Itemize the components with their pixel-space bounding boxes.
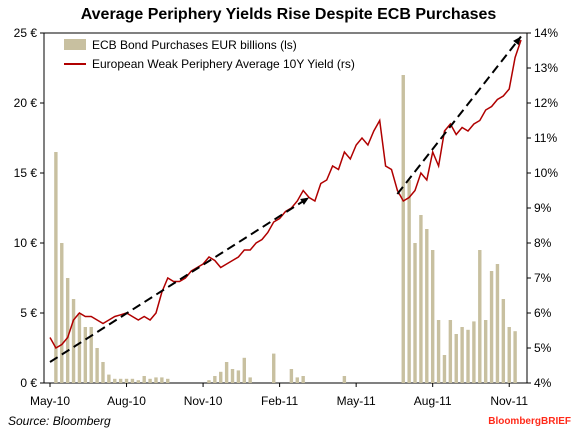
- x-tick-label: Aug-10: [107, 394, 146, 408]
- bar: [272, 353, 276, 383]
- bar: [407, 180, 411, 383]
- x-tick-label: Nov-11: [490, 394, 528, 408]
- bar: [118, 378, 123, 383]
- trend-line: [49, 196, 310, 363]
- left-tick-label: 5 €: [20, 306, 37, 320]
- bar: [248, 377, 252, 383]
- bar: [71, 299, 76, 383]
- bar: [301, 376, 305, 383]
- bar: [83, 327, 88, 383]
- bar: [148, 378, 152, 383]
- right-tick-label: 11%: [534, 131, 557, 145]
- right-tick-label: 4%: [534, 376, 552, 390]
- x-tick-label: Nov-10: [184, 394, 223, 408]
- right-tick-label: 10%: [534, 166, 558, 180]
- bar: [213, 376, 217, 383]
- right-tick-label: 6%: [534, 306, 552, 320]
- bar: [242, 357, 246, 383]
- bar: [160, 377, 164, 383]
- bar: [489, 271, 494, 383]
- bar: [65, 278, 70, 383]
- yield-line: [49, 39, 522, 350]
- bar: [224, 362, 229, 383]
- right-tick-label: 14%: [534, 26, 558, 40]
- bar: [207, 380, 211, 383]
- left-tick-label: 10 €: [14, 236, 38, 250]
- bar: [289, 369, 294, 383]
- bar: [419, 215, 423, 383]
- x-tick-label: Feb-11: [261, 394, 298, 408]
- brand-logo: BloombergBRIEF: [488, 416, 571, 427]
- legend-swatch-bars: [64, 39, 86, 50]
- bar: [107, 374, 111, 383]
- source-note: Source: Bloomberg: [8, 414, 111, 428]
- x-tick-label: May-11: [337, 394, 376, 408]
- bar: [513, 331, 517, 383]
- left-tick-label: 15 €: [14, 166, 38, 180]
- legend-label-line: European Weak Periphery Average 10Y Yiel…: [92, 57, 355, 71]
- bar: [130, 378, 135, 383]
- bar: [230, 369, 235, 383]
- bar: [154, 377, 158, 383]
- bar: [95, 348, 99, 383]
- bar: [466, 329, 470, 383]
- right-tick-label: 5%: [534, 341, 552, 355]
- trend-arrowhead: [513, 36, 521, 46]
- bar: [295, 377, 299, 383]
- bar: [436, 320, 441, 383]
- bar: [483, 320, 488, 383]
- legend-label-bars: ECB Bond Purchases EUR billions (ls): [92, 38, 297, 52]
- bar: [219, 371, 223, 383]
- left-tick-label: 0 €: [20, 376, 37, 390]
- plot-area: [43, 32, 528, 384]
- bar: [495, 264, 500, 383]
- right-tick-label: 7%: [534, 271, 552, 285]
- bar: [413, 243, 417, 383]
- bar: [166, 378, 170, 383]
- bar: [54, 152, 58, 383]
- bar: [442, 355, 447, 383]
- bar: [142, 376, 146, 383]
- bar: [454, 334, 458, 383]
- x-tick-label: May-10: [30, 394, 70, 408]
- left-tick-label: 25 €: [14, 26, 38, 40]
- bar: [460, 327, 464, 383]
- left-tick-label: 20 €: [14, 96, 38, 110]
- bar: [342, 376, 347, 383]
- trend-arrowhead: [300, 197, 310, 205]
- bar: [124, 378, 129, 383]
- bar: [472, 321, 476, 383]
- bar: [478, 250, 482, 383]
- bar: [501, 299, 506, 383]
- right-tick-label: 12%: [534, 96, 558, 110]
- bar: [507, 327, 511, 383]
- right-tick-label: 8%: [534, 236, 552, 250]
- chart-title: Average Periphery Yields Rise Despite EC…: [80, 6, 497, 23]
- bar: [60, 243, 64, 383]
- bar: [448, 320, 453, 383]
- right-tick-label: 13%: [534, 61, 558, 75]
- bar: [236, 370, 241, 383]
- bar: [430, 250, 435, 383]
- bar: [101, 362, 105, 383]
- bar: [113, 378, 117, 383]
- bar: [136, 380, 141, 383]
- right-tick-label: 9%: [534, 201, 552, 215]
- bar: [77, 313, 82, 383]
- bar: [89, 327, 93, 383]
- bar: [425, 229, 429, 383]
- x-tick-label: Aug-11: [414, 394, 452, 408]
- trend-line: [396, 35, 522, 195]
- bar: [401, 75, 405, 383]
